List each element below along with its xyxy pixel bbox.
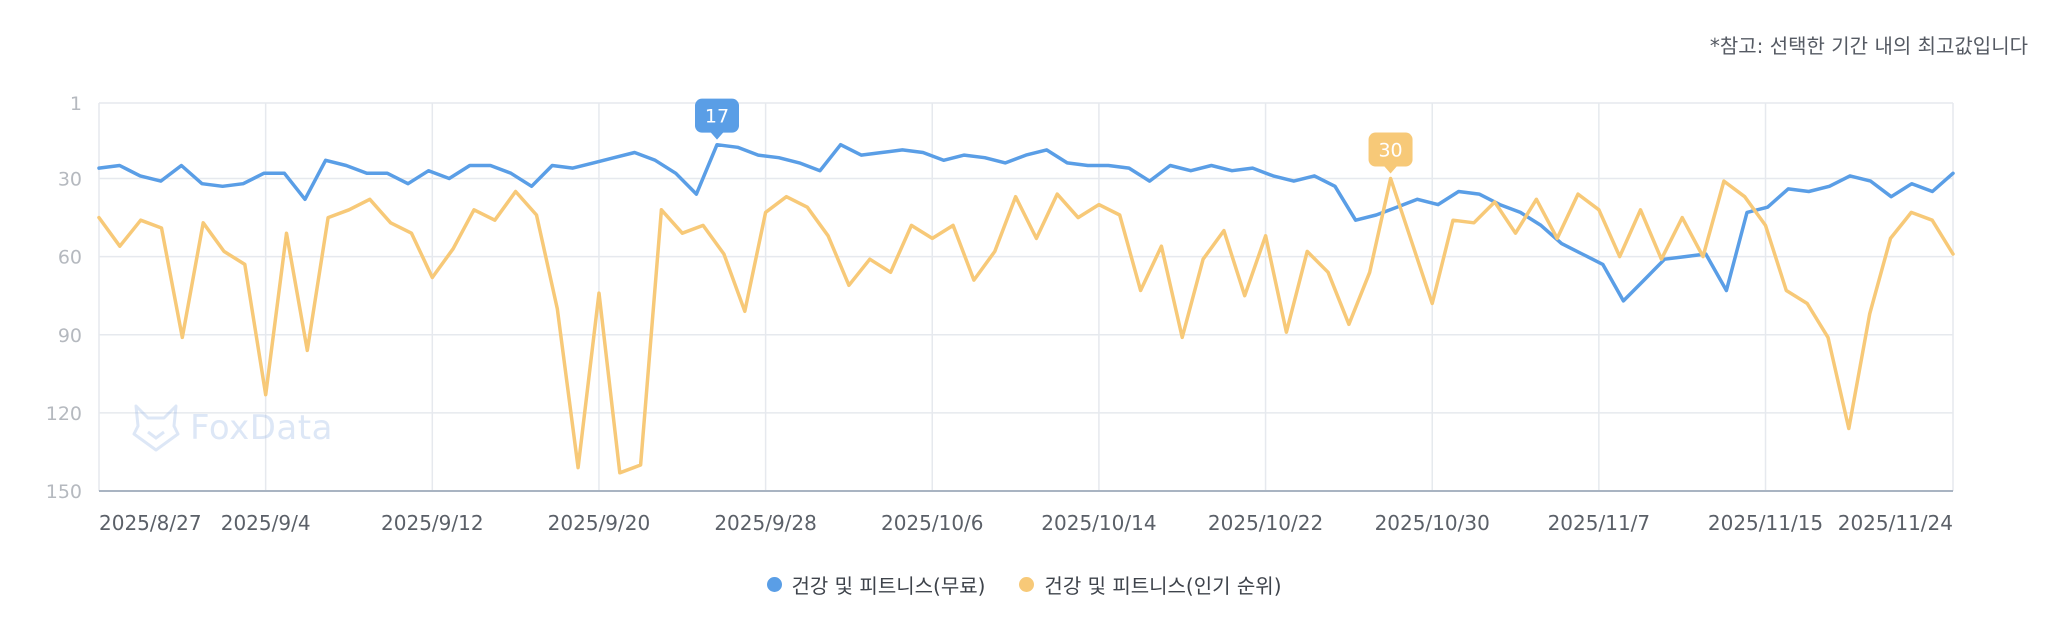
x-tick-label: 2025/11/24 [1838,511,1953,535]
peak-tooltip-0: 17 [695,98,739,140]
y-tick-label: 120 [46,403,82,425]
legend-label-free: 건강 및 피트니스(무료) [791,574,986,598]
note-text: *참고: 선택한 기간 내의 최고값입니다 [1709,34,2028,58]
x-tick-label: 2025/10/30 [1375,511,1490,535]
x-tick-label: 2025/9/4 [221,511,311,535]
grid-layer [98,102,1954,492]
watermark-text: FoxData [190,408,333,448]
chart: 1 30 60 90 120 150 2025/8/27 2025/9/4 2025/9/12 2… [46,93,1955,535]
legend-label-top: 건강 및 피트니스(인기 순위) [1044,574,1282,598]
tooltip-pointer [710,131,724,140]
x-tick-label: 2025/9/28 [714,511,817,535]
x-tick-label: 2025/10/22 [1208,511,1323,535]
series-layer [97,142,1955,475]
legend: 건강 및 피트니스(무료) 건강 및 피트니스(인기 순위) [0,570,2048,599]
x-tick-label: 2025/9/12 [381,511,484,535]
tooltip-pointer [1383,165,1398,174]
legend-item-top[interactable]: 건강 및 피트니스(인기 순위) [1019,570,1282,599]
y-tick-label: 150 [46,481,82,503]
y-tick-label: 90 [58,325,82,347]
peak-tooltip-1: 30 [1368,132,1413,174]
x-tick-label: 2025/8/27 [99,511,202,535]
x-tick-label: 2025/10/14 [1041,511,1156,535]
legend-dot-free [766,577,782,592]
watermark: FoxData [132,402,333,454]
tooltip-label: 17 [705,106,729,128]
axis-layer: 1 30 60 90 120 150 2025/8/27 2025/9/4 2025/9/12 2… [46,93,1953,535]
fox-logo-icon [132,404,180,452]
x-tick-label: 2025/11/7 [1548,511,1651,535]
tooltip-box [1368,132,1413,167]
tooltip-box [695,98,739,133]
x-tick-label: 2025/9/20 [548,511,651,535]
x-tick-label: 2025/11/15 [1708,511,1823,535]
legend-item-free[interactable]: 건강 및 피트니스(무료) [766,570,986,599]
x-tick-label: 2025/10/6 [881,511,984,535]
y-tick-label: 60 [58,247,82,269]
y-tick-label: 30 [58,169,82,191]
legend-dot-top [1019,577,1035,592]
series-line-1 [97,176,1955,475]
series-line-0 [97,142,1955,303]
tooltip-label: 30 [1378,140,1402,162]
y-tick-label: 1 [70,93,82,115]
